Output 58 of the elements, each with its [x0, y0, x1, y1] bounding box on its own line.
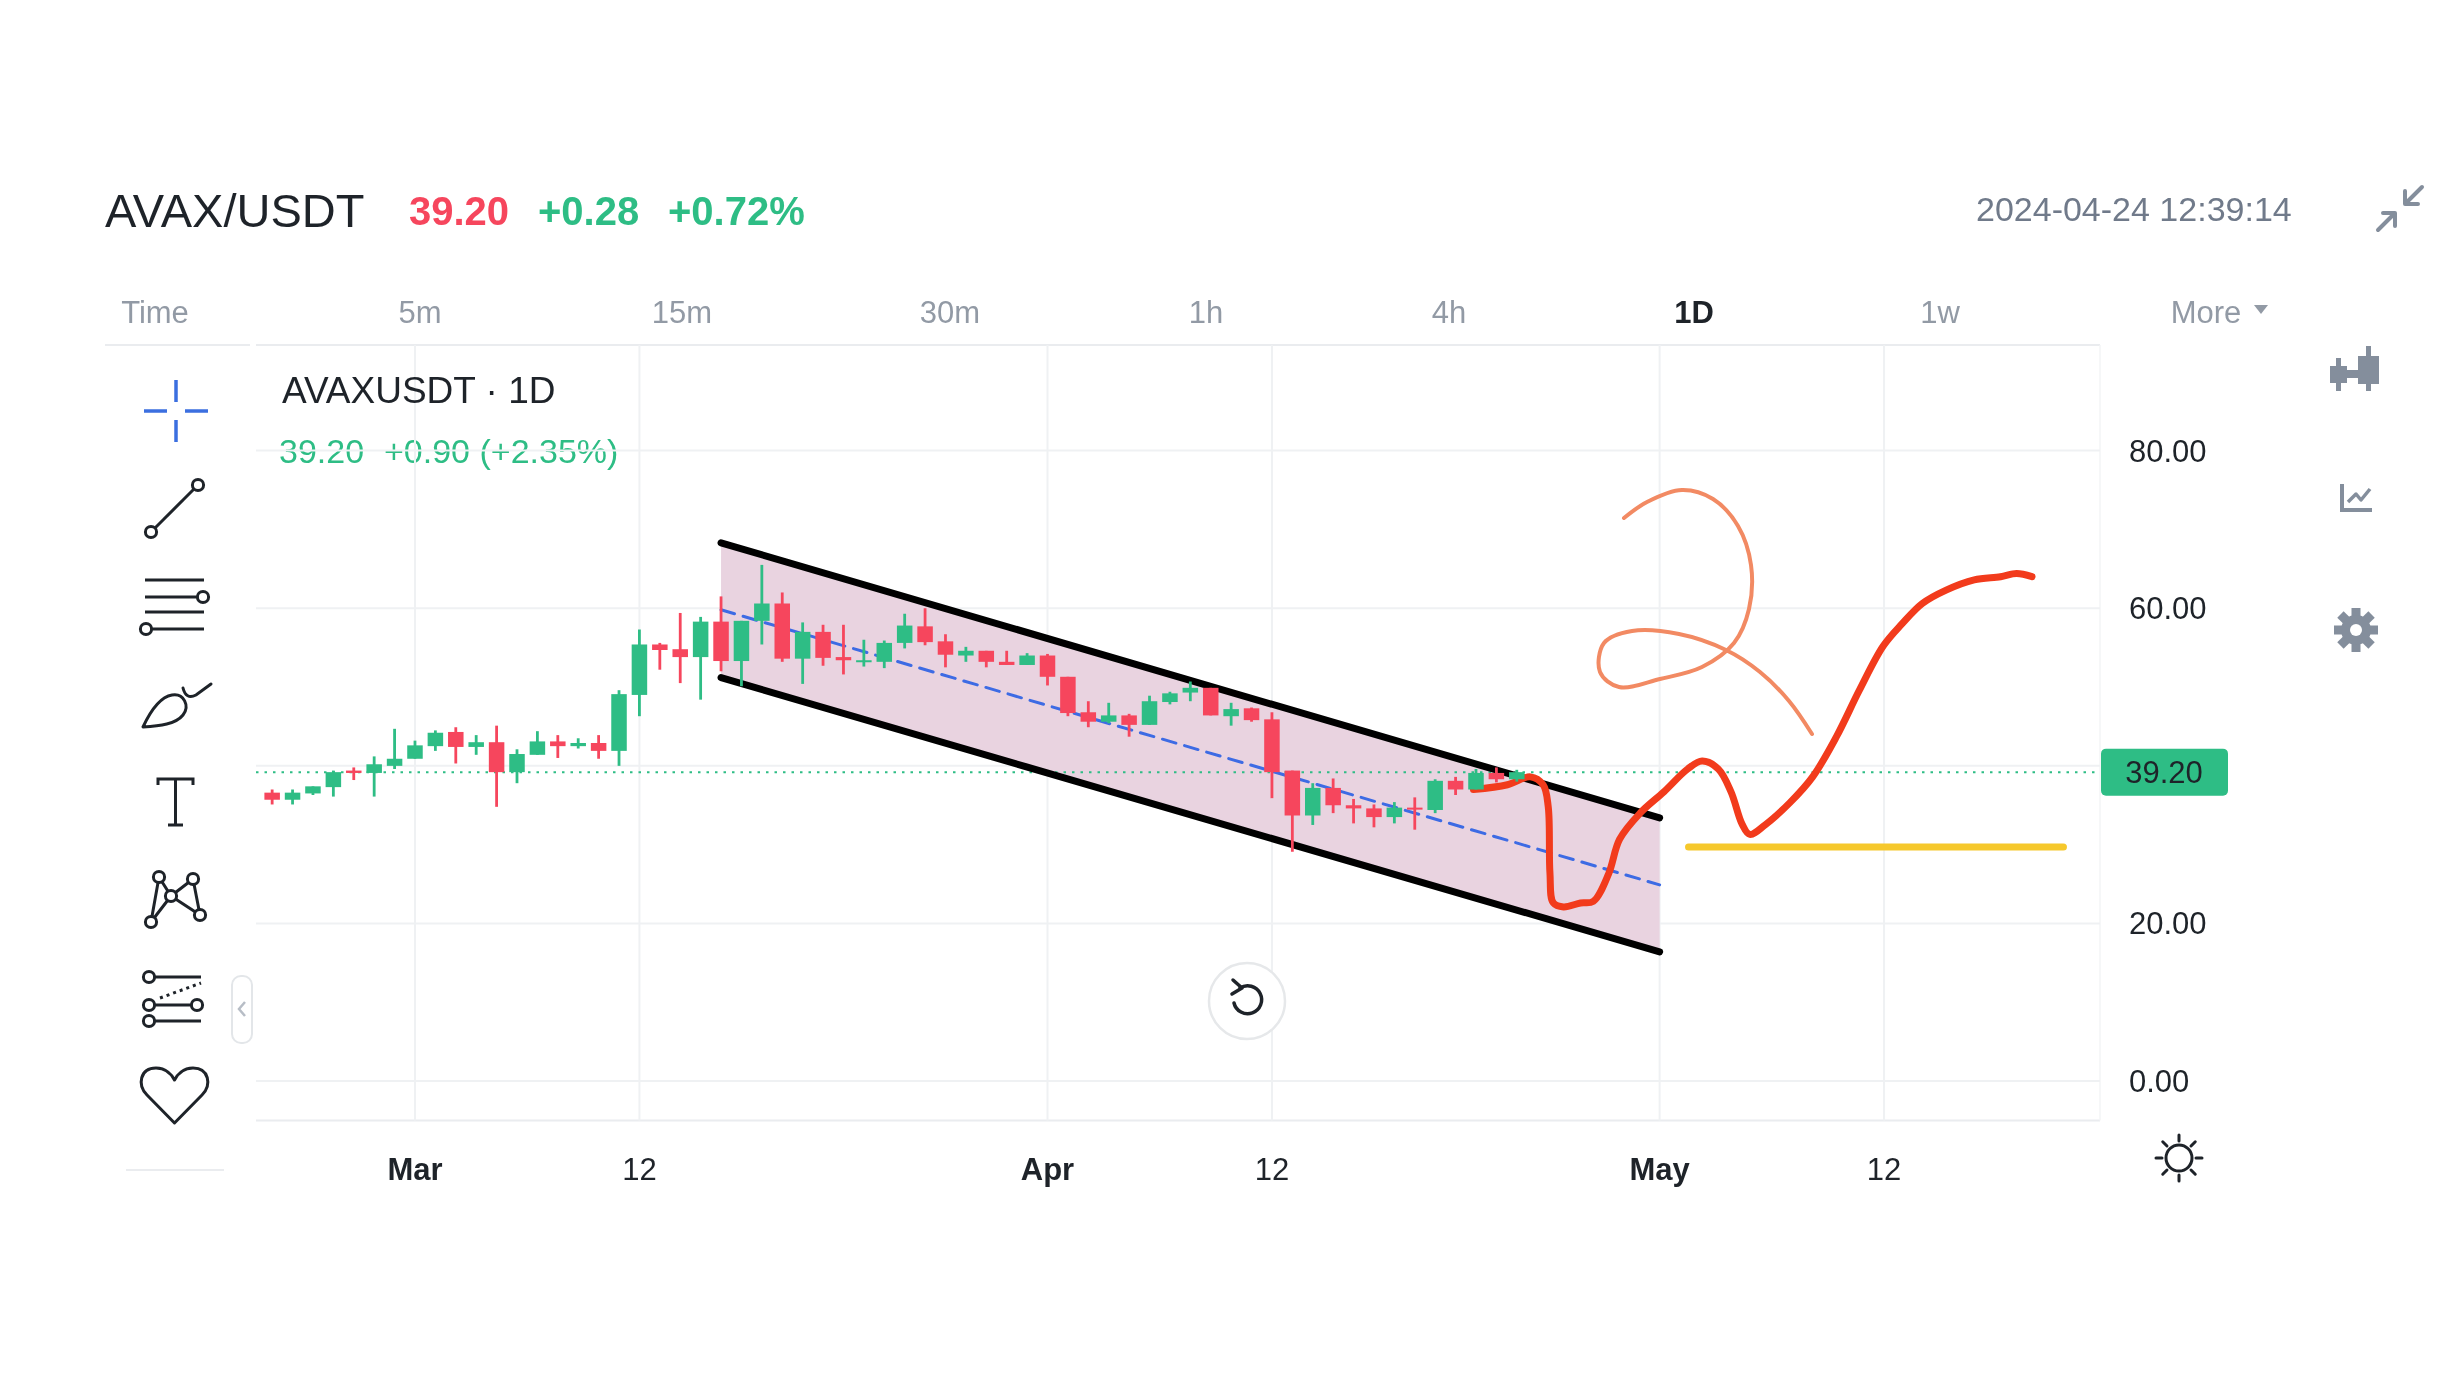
y-tick-label: 60.00 [2129, 590, 2207, 626]
text: +0.28 [538, 189, 640, 233]
text: 4h [1431, 294, 1467, 330]
text: AVAXUSDT · 1D [282, 369, 556, 411]
y-tick-label: 20.00 [2129, 905, 2207, 941]
candlestick [1039, 652, 1056, 687]
candlestick [896, 612, 913, 650]
y-tick-label: 80.00 [2129, 433, 2207, 469]
x-tick-label: Apr [1020, 1151, 1075, 1187]
x-tick-label: 12 [622, 1151, 657, 1187]
text: 5m [398, 294, 442, 330]
candlestick [1407, 795, 1423, 832]
candlestick [1366, 803, 1382, 829]
candlestick [386, 727, 403, 771]
candlestick [1121, 712, 1137, 739]
text: 15m [651, 294, 713, 330]
candlestick [468, 733, 484, 757]
text: 2024-04-24 12:39:14 [1976, 190, 2292, 228]
candlestick [1223, 701, 1239, 728]
candlestick [590, 733, 607, 761]
candlestick [1345, 797, 1362, 825]
candlestick [917, 606, 933, 647]
candlestick [550, 733, 566, 760]
text: +0.72% [668, 189, 805, 233]
x-tick-label: Mar [387, 1151, 443, 1187]
text: 1w [1920, 294, 1961, 330]
text: 30m [919, 294, 981, 330]
candlestick [1447, 775, 1464, 797]
candlestick [937, 632, 954, 669]
y-tick-label: 0.00 [2129, 1063, 2190, 1099]
candlestick [856, 638, 872, 668]
candlestick [754, 563, 770, 646]
candlestick [672, 611, 688, 685]
candlestick [652, 641, 668, 672]
chart-title: AVAX/USDT [105, 183, 365, 237]
candlestick [876, 639, 893, 670]
x-tick-label: May [1629, 1151, 1691, 1187]
text: Time [121, 294, 189, 330]
candlestick [1080, 699, 1097, 729]
candlestick [1182, 680, 1199, 703]
annotation: 39.20 [279, 432, 365, 470]
candlestick [448, 725, 464, 765]
x-tick-label: 12 [1866, 1151, 1902, 1187]
candlestick [1325, 777, 1341, 815]
candlestick [1386, 800, 1403, 825]
text: 39.20 [409, 189, 510, 233]
text: More [2170, 294, 2242, 330]
candlestick [366, 754, 382, 798]
candlestick [1141, 694, 1158, 727]
text: 1h [1188, 294, 1224, 330]
candlestick [427, 728, 444, 753]
candlestick [1100, 701, 1117, 725]
text: 1D [1674, 294, 1714, 330]
candlestick [529, 729, 546, 757]
candlestick [835, 623, 852, 676]
x-tick-label: 12 [1254, 1151, 1290, 1187]
ref-line-label: 39.20 [2125, 754, 2203, 790]
candlestick [407, 739, 423, 761]
